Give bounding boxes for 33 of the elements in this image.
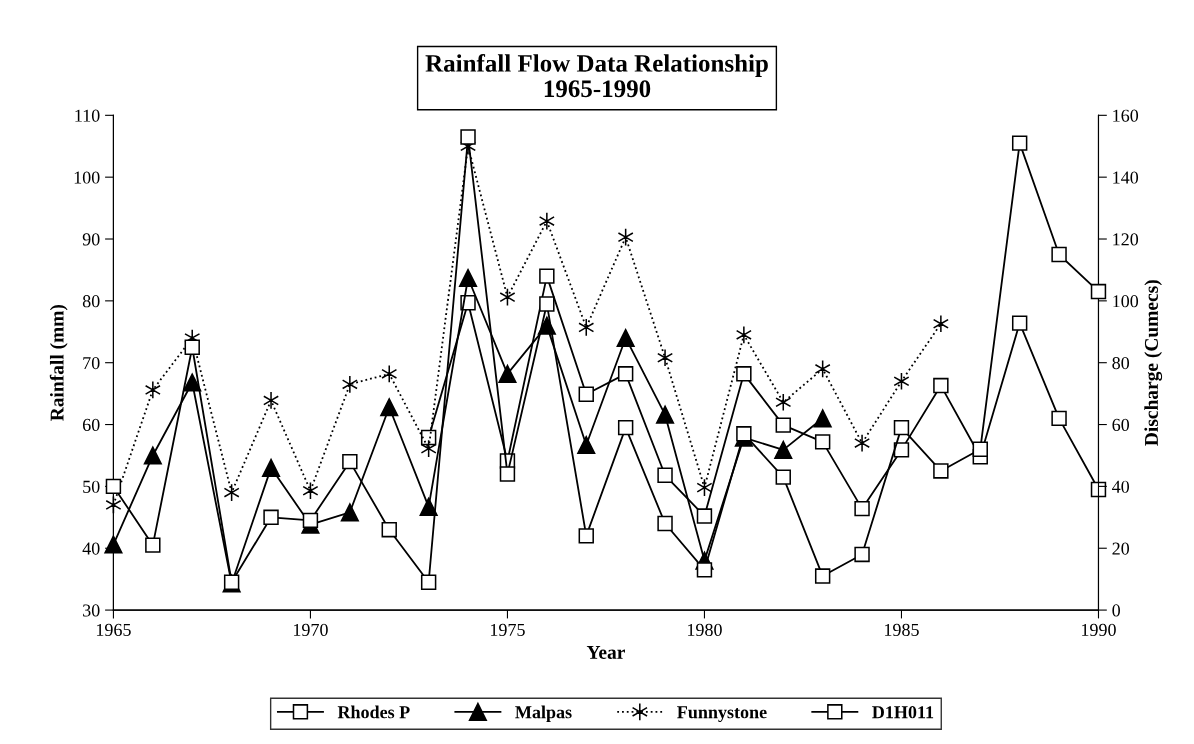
y-tick-label: 100 [74,171,100,184]
y-axis-title: Rainfall (mm) [49,304,68,421]
legend-label: Funnystone [677,706,767,723]
legend-label: Malpas [515,705,572,722]
y2-axis-title: Discharge (Cumecs) [1144,280,1163,446]
y2-tick-label: 100 [1113,295,1139,308]
chart-subtitle: 1965-1990 [544,80,651,98]
x-tick-label: 1965 [96,623,131,636]
legend-label: D1H011 [872,706,934,719]
y-tick-label: 40 [82,542,100,555]
y-tick-label: 70 [83,356,100,370]
x-tick-label: 1975 [490,623,525,636]
y2-tick-label: 60 [1112,418,1130,431]
y2-tick-label: 160 [1113,109,1139,122]
y-tick-label: 90 [82,233,100,246]
y2-tick-label: 40 [1112,480,1130,493]
y2-tick-label: 120 [1113,233,1139,246]
x-axis-title: Year [586,645,625,659]
y-tick-label: 60 [82,418,100,431]
legend-label: Rhodes P [337,705,410,719]
chart-title: Rainfall Flow Data Relationship [425,54,768,77]
x-tick-label: 1970 [293,623,328,636]
x-tick-label: 1980 [687,623,722,636]
y2-tick-label: 20 [1112,542,1130,555]
x-tick-label: 1990 [1082,623,1116,636]
y-tick-label: 80 [82,295,100,308]
x-tick-label: 1985 [885,623,919,636]
y-tick-label: 30 [83,604,100,617]
y2-tick-label: 80 [1112,356,1130,370]
y2-tick-label: 0 [1112,604,1121,617]
y-tick-label: 50 [83,480,100,493]
y2-tick-label: 140 [1113,171,1139,184]
y-tick-label: 110 [75,109,100,122]
